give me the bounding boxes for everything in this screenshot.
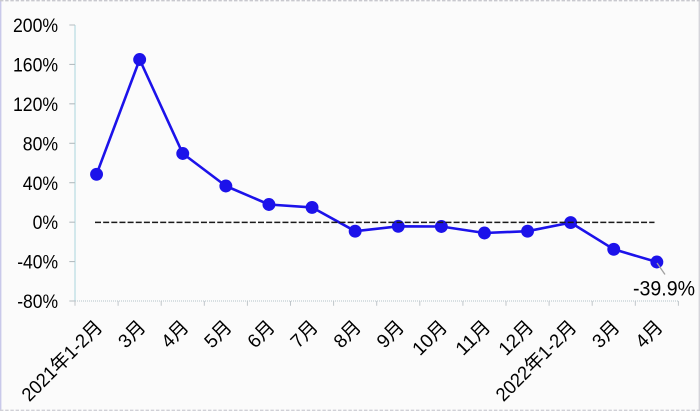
svg-text:160%: 160% — [13, 55, 58, 77]
svg-text:0%: 0% — [33, 212, 59, 234]
svg-text:-40%: -40% — [17, 252, 58, 274]
svg-text:-80%: -80% — [17, 291, 58, 313]
svg-text:80%: 80% — [23, 133, 58, 155]
svg-text:120%: 120% — [13, 94, 58, 116]
svg-text:200%: 200% — [13, 15, 58, 37]
svg-text:40%: 40% — [23, 173, 58, 195]
svg-text:-39.9%: -39.9% — [633, 277, 695, 300]
